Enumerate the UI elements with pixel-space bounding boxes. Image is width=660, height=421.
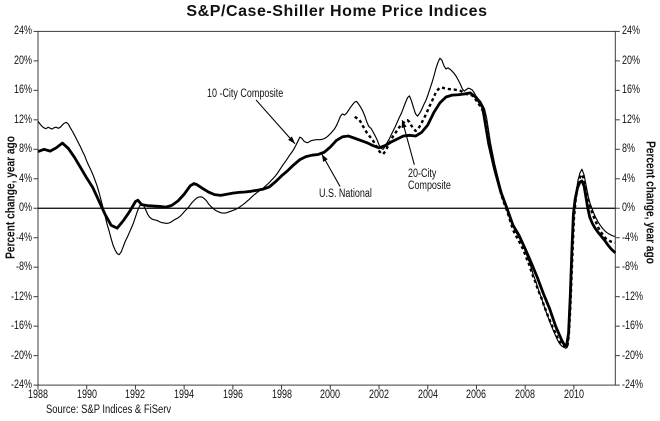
y-tick-label-left: -12% [11, 290, 32, 303]
y-tick-label-right: 24% [621, 25, 640, 38]
y-tick-label-left: -24% [11, 379, 32, 392]
y-tick-label-right: -12% [621, 290, 643, 303]
y-tick-label-right: -8% [621, 261, 638, 274]
x-tick-label: 1990 [76, 389, 97, 402]
y-tick-label-left: 12% [14, 113, 32, 126]
y-tick-label-left: 20% [14, 54, 32, 67]
y-tick-label-right: 8% [621, 143, 635, 156]
annotation-arrowhead-twenty-city [401, 120, 407, 129]
y-tick-label-right: 4% [621, 172, 635, 185]
y-tick-label-left: -20% [11, 349, 32, 362]
annotation-twenty-city-line: Composite [408, 180, 452, 193]
x-tick-label: 2004 [417, 389, 438, 402]
x-tick-label: 2002 [369, 389, 389, 402]
y-axis-title-right: Percent change, year ago [643, 141, 659, 264]
chart-title: S&P/Case-Shiller Home Price Indices [186, 3, 488, 20]
x-tick-label: 2008 [515, 389, 536, 402]
annotation-arrowhead-ten-city [288, 136, 295, 144]
y-tick-label-right: -4% [621, 231, 638, 244]
annotation-twenty-city: 20-City Composite [408, 168, 451, 192]
y-axis-title-left: Percent change, year ago [1, 135, 17, 259]
y-tick-label-left: 8% [19, 143, 32, 156]
x-tick-label: 1988 [28, 389, 48, 402]
y-tick-label-left: 4% [19, 172, 32, 185]
y-tick-label-right: 16% [621, 84, 640, 97]
x-tick-label: 1996 [222, 389, 243, 402]
annotation-twenty-city-line: 20-City [408, 168, 437, 181]
annotation-us-national-line: U.S. National [318, 188, 372, 201]
annotation-arrowhead-us-national [321, 154, 328, 162]
annotation-arrow-ten-city [255, 99, 296, 145]
y-tick-label-left: -16% [11, 320, 32, 333]
annotation-ten-city-line: 10 -City Composite [207, 87, 284, 100]
y-tick-label-right: -20% [621, 349, 643, 362]
source-note: Source: S&P Indices & FiServ [46, 404, 172, 416]
y-tick-label-left: 16% [14, 84, 32, 97]
annotation-us-national: U.S. National [319, 188, 372, 200]
x-tick-label: 1994 [174, 389, 195, 402]
y-tick-label-left: 0% [19, 202, 32, 215]
annotation-ten-city: 10 -City Composite [207, 88, 283, 100]
y-tick-label-right: -24% [621, 379, 643, 392]
x-tick-label: 1992 [125, 389, 146, 402]
y-tick-label-right: -16% [621, 320, 643, 333]
series-10-city-composite [37, 57, 616, 349]
y-tick-label-right: 20% [621, 54, 640, 67]
series-u-s-national [37, 91, 617, 348]
y-tick-label-right: 12% [621, 113, 640, 126]
x-tick-label: 1998 [271, 389, 292, 402]
x-tick-label: 2000 [320, 389, 341, 402]
x-tick-label: 2010 [563, 389, 584, 402]
y-tick-label-left: -8% [16, 261, 32, 274]
x-tick-label: 2006 [466, 389, 487, 402]
y-tick-label-left: -4% [16, 231, 32, 244]
y-tick-label-right: 0% [621, 202, 635, 215]
annotation-arrow-twenty-city [401, 120, 415, 165]
y-tick-label-left: 24% [14, 25, 32, 38]
